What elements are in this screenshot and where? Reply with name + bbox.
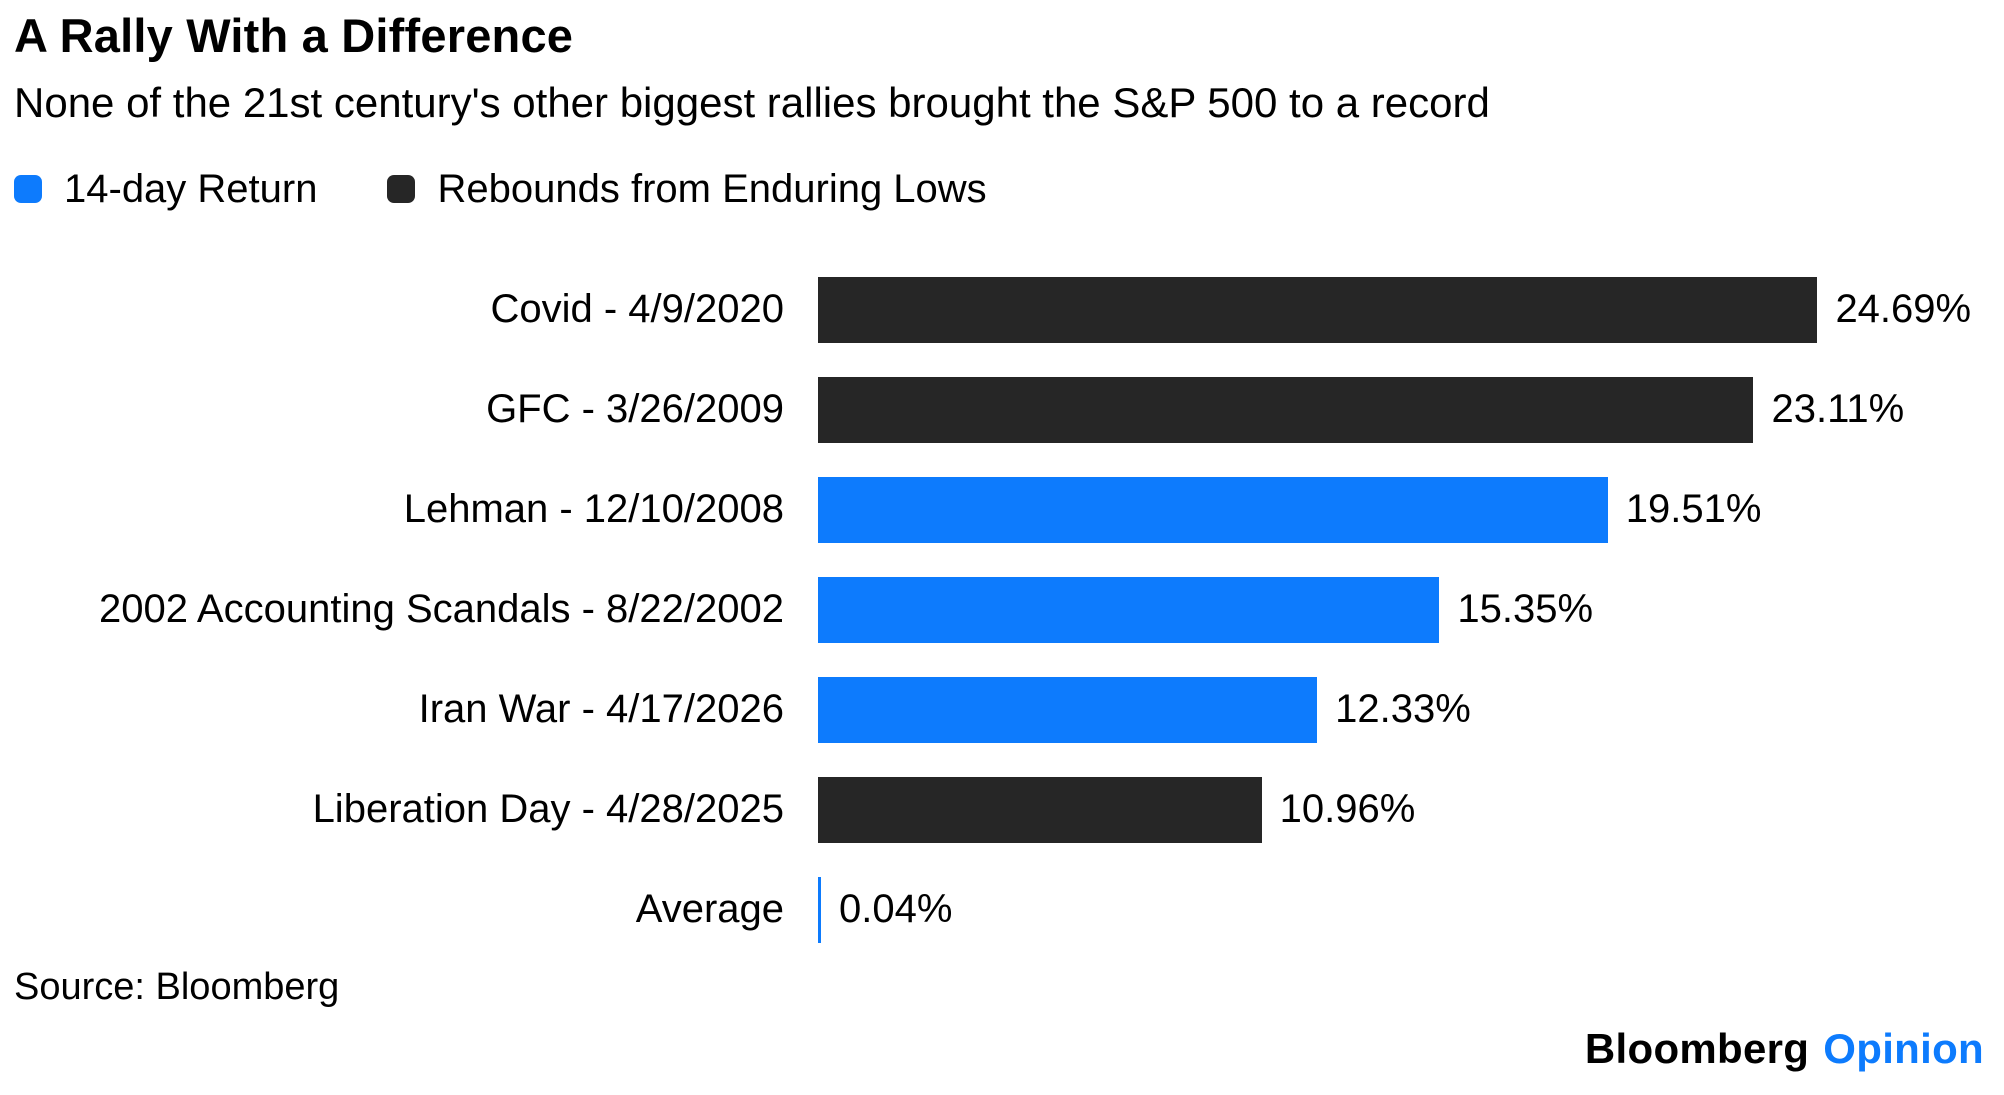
bar-covid: [818, 276, 1818, 343]
brand-bloomberg: Bloomberg: [1584, 1025, 1810, 1072]
value-label: 10.96%: [1279, 787, 1416, 832]
bar-row-iran-war: Iran War - 4/17/2026 12.33%: [14, 660, 1984, 760]
category-label: Lehman - 12/10/2008: [403, 487, 784, 532]
bar-iran-war: [818, 676, 1318, 743]
brand-opinion: Opinion: [1823, 1025, 1984, 1072]
bar-row-covid: Covid - 4/9/2020 24.69%: [14, 260, 1984, 360]
bar-track: 24.69%: [818, 276, 1984, 343]
bar-average: [818, 876, 821, 943]
bar-track: 15.35%: [818, 576, 1984, 643]
bar-track: 19.51%: [818, 476, 1984, 543]
legend: 14-day Return Rebounds from Enduring Low…: [14, 167, 1984, 212]
bar-2002-accounting-scandals: [818, 576, 1440, 643]
bar-track: 12.33%: [818, 676, 1984, 743]
legend-swatch-dark-icon: [387, 175, 416, 204]
category-label: 2002 Accounting Scandals - 8/22/2002: [99, 587, 784, 632]
legend-item-rebounds: Rebounds from Enduring Lows: [387, 166, 987, 212]
category-label: Liberation Day - 4/28/2025: [312, 787, 784, 832]
category-label: Average: [635, 887, 784, 932]
value-label: 24.69%: [1835, 287, 1972, 332]
bar-row-liberation-day: Liberation Day - 4/28/2025 10.96%: [14, 760, 1984, 860]
legend-label: 14-day Return: [64, 166, 318, 211]
value-label: 15.35%: [1457, 587, 1594, 632]
legend-item-14-day-return: 14-day Return: [14, 167, 317, 212]
value-label: 23.11%: [1771, 387, 1905, 432]
brand-logo: Bloomberg Opinion: [14, 1025, 1984, 1073]
chart-title: A Rally With a Difference: [14, 9, 574, 62]
category-label: Iran War - 4/17/2026: [418, 687, 784, 732]
bar-track: 23.11%: [818, 376, 1984, 443]
bar-row-2002-accounting-scandals: 2002 Accounting Scandals - 8/22/2002 15.…: [14, 560, 1984, 660]
chart-subtitle: None of the 21st century's other biggest…: [14, 78, 1490, 126]
legend-label: Rebounds from Enduring Lows: [437, 166, 987, 211]
bar-gfc: [818, 376, 1754, 443]
bar-row-gfc: GFC - 3/26/2009 23.11%: [14, 360, 1984, 460]
bar-row-average: Average 0.04%: [14, 860, 1984, 960]
value-label: 12.33%: [1335, 687, 1471, 732]
legend-swatch-blue-icon: [14, 175, 42, 204]
bar-track: 0.04%: [818, 876, 1984, 943]
value-label: 19.51%: [1625, 487, 1762, 532]
bar-liberation-day: [818, 776, 1262, 843]
bar-row-lehman: Lehman - 12/10/2008 19.51%: [14, 460, 1984, 560]
source-note: Source: Bloomberg: [14, 966, 340, 1008]
category-label: Covid - 4/9/2020: [490, 287, 784, 332]
bar-track: 10.96%: [818, 776, 1984, 843]
bar-chart: Covid - 4/9/2020 24.69% GFC - 3/26/2009 …: [14, 260, 1984, 960]
bar-lehman: [818, 476, 1608, 543]
value-label: 0.04%: [839, 887, 953, 932]
category-label: GFC - 3/26/2009: [486, 387, 784, 432]
